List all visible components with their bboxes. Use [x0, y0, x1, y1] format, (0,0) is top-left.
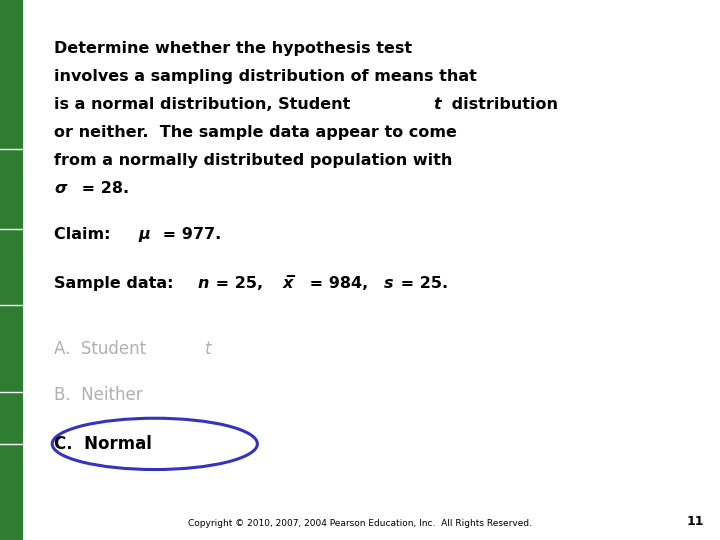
Text: σ: σ: [54, 181, 66, 197]
Text: = 25.: = 25.: [395, 276, 449, 292]
Text: s: s: [384, 276, 393, 292]
Text: Copyright © 2010, 2007, 2004 Pearson Education, Inc.  All Rights Reserved.: Copyright © 2010, 2007, 2004 Pearson Edu…: [188, 519, 532, 528]
FancyBboxPatch shape: [0, 0, 23, 540]
Text: x̅: x̅: [283, 276, 293, 292]
Text: B.  Neither: B. Neither: [54, 386, 143, 404]
Text: n: n: [197, 276, 209, 292]
Text: from a normally distributed population with: from a normally distributed population w…: [54, 153, 452, 168]
Text: μ: μ: [138, 227, 150, 242]
Text: A.  Student: A. Student: [54, 340, 151, 358]
Text: = 28.: = 28.: [76, 181, 129, 197]
Text: = 984,: = 984,: [304, 276, 374, 292]
Text: t: t: [205, 340, 212, 358]
Text: Determine whether the hypothesis test: Determine whether the hypothesis test: [54, 41, 412, 56]
Text: 11: 11: [687, 515, 704, 528]
Text: t: t: [433, 97, 441, 112]
Text: is a normal distribution, Student: is a normal distribution, Student: [54, 97, 356, 112]
Text: distribution: distribution: [446, 97, 559, 112]
Text: Claim:: Claim:: [54, 227, 122, 242]
Text: involves a sampling distribution of means that: involves a sampling distribution of mean…: [54, 69, 477, 84]
Text: or neither.  The sample data appear to come: or neither. The sample data appear to co…: [54, 125, 457, 140]
Text: = 25,: = 25,: [210, 276, 269, 292]
Text: C.  Normal: C. Normal: [54, 435, 152, 453]
Text: Sample data:: Sample data:: [54, 276, 179, 292]
Text: = 977.: = 977.: [157, 227, 221, 242]
